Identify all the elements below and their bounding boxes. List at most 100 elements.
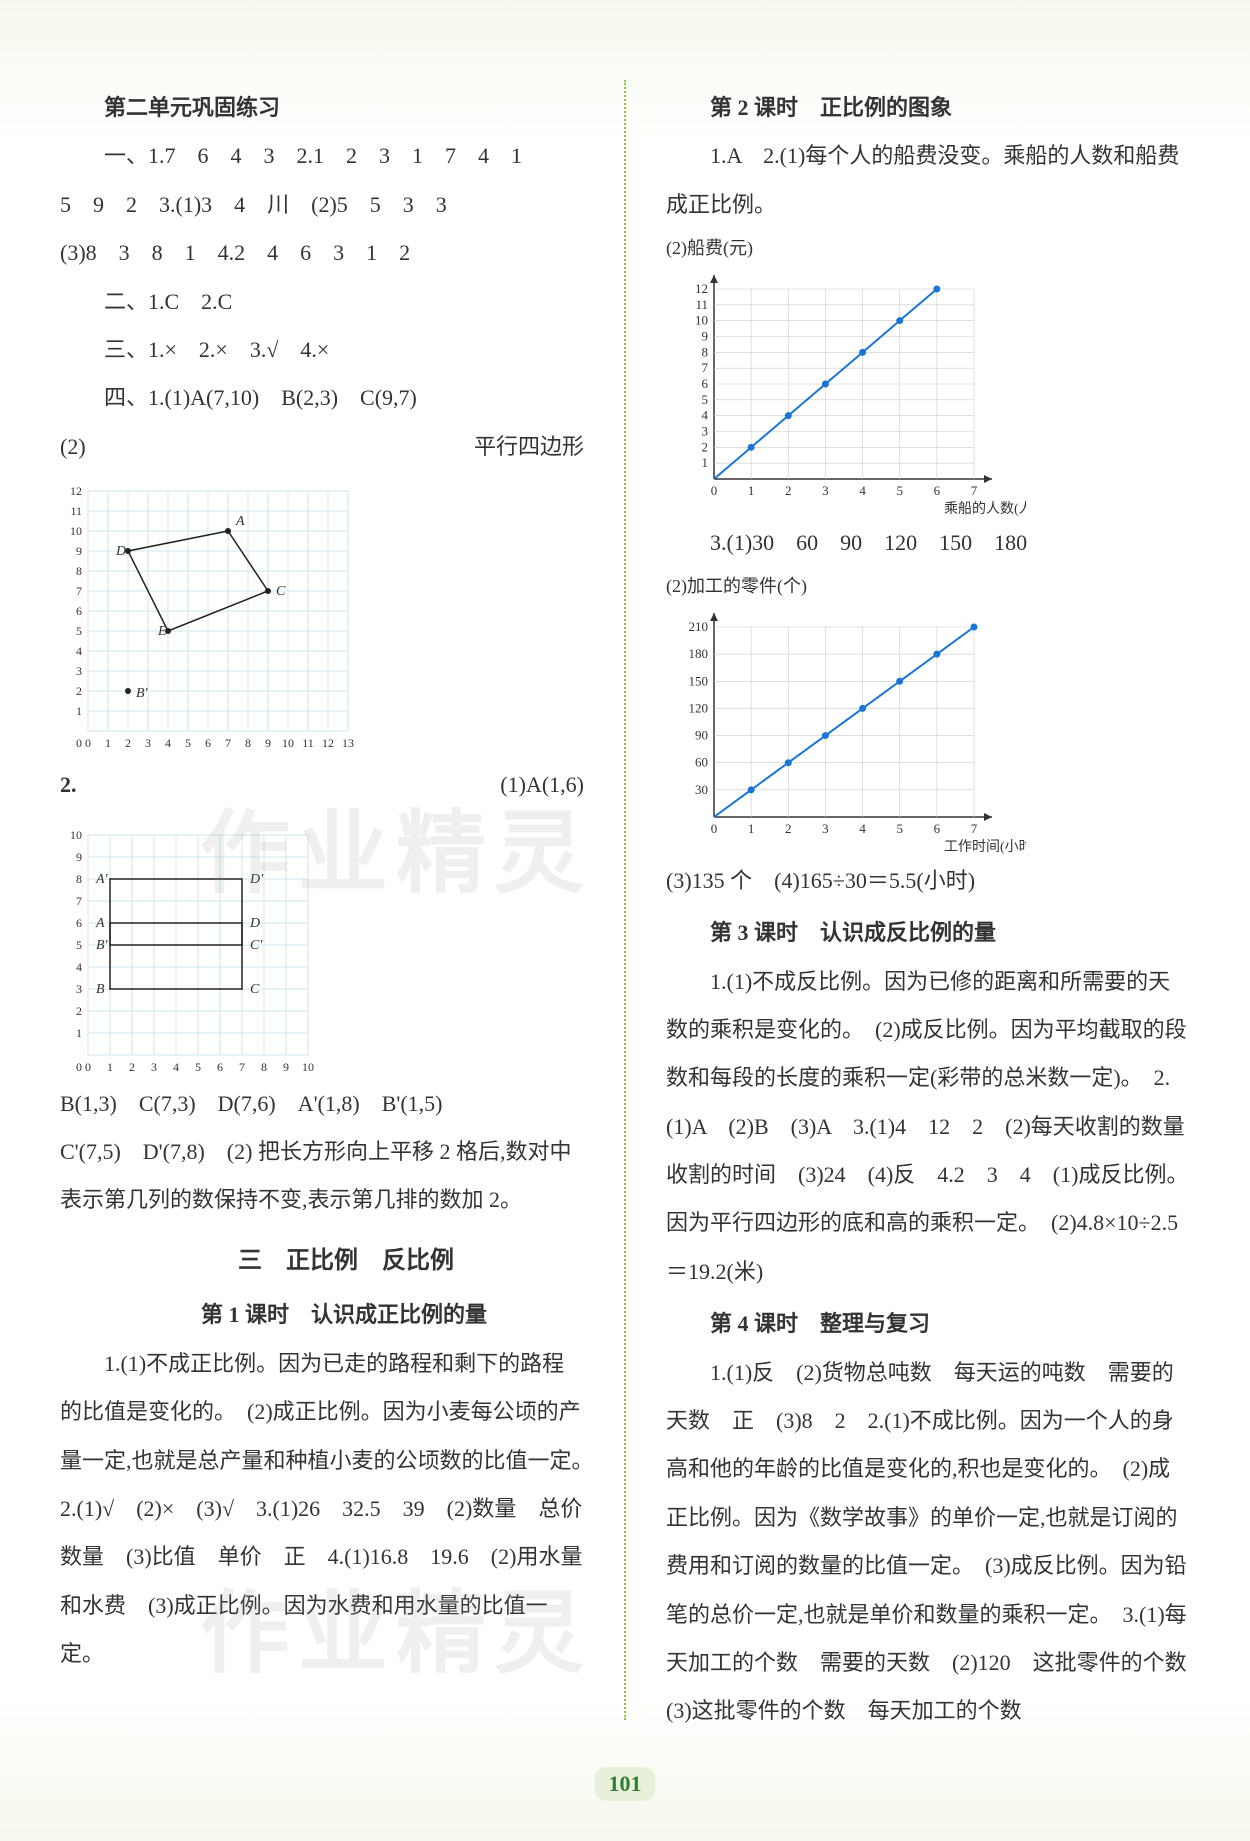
svg-text:0: 0 [85,1060,91,1074]
svg-text:3: 3 [76,664,82,678]
svg-text:2: 2 [785,821,792,836]
svg-text:6: 6 [702,376,709,391]
svg-text:8: 8 [76,564,82,578]
svg-text:5: 5 [185,736,191,750]
svg-text:1: 1 [702,455,709,470]
svg-text:30: 30 [695,782,708,797]
text-line: (2) [60,423,86,471]
svg-text:4: 4 [76,960,82,974]
text-paragraph: 1.(1)不成反比例。因为已修的距离和所需要的天数的乘积是变化的。 (2)成反比… [666,958,1190,1297]
svg-text:12: 12 [695,281,708,296]
svg-text:工作时间(小时): 工作时间(小时) [944,839,1026,855]
svg-text:5: 5 [896,821,903,836]
svg-text:11: 11 [70,504,82,518]
left-column: 第二单元巩固练习 一、1.7 6 4 3 2.1 2 3 1 7 4 1 5 9… [60,80,594,1720]
lesson1-title: 第 1 课时 认识成正比例的量 [60,1291,584,1339]
svg-text:8: 8 [261,1060,267,1074]
svg-text:11: 11 [302,736,314,750]
svg-text:9: 9 [76,850,82,864]
text-line: 3.(1)30 60 90 120 150 180 [666,519,1190,567]
svg-text:13: 13 [342,736,354,750]
svg-text:4: 4 [173,1060,179,1074]
svg-text:B': B' [96,938,109,953]
svg-text:210: 210 [689,619,709,634]
svg-text:2: 2 [702,439,709,454]
svg-text:3: 3 [151,1060,157,1074]
chart-axis-label: (2)船费(元) [666,229,1190,269]
svg-text:9: 9 [702,328,709,343]
text-paragraph: 1.A 2.(1)每个人的船费没变。乘船的人数和船费成正比例。 [666,132,1190,229]
svg-text:0: 0 [711,483,718,498]
svg-text:0: 0 [711,821,718,836]
text-line: (1)A(1,6) [500,761,584,809]
svg-text:7: 7 [971,483,978,498]
grid-chart-rectangles: 012345678910123456789100A'D'ADB'C'BC [60,810,360,1080]
svg-text:11: 11 [695,297,708,312]
svg-text:5: 5 [76,938,82,952]
svg-text:8: 8 [702,344,709,359]
svg-text:2: 2 [129,1060,135,1074]
svg-text:1: 1 [105,736,111,750]
svg-text:D: D [115,544,126,559]
svg-text:2: 2 [76,1004,82,1018]
text-line: B(1,3) C(7,3) D(7,6) A'(1,8) B'(1,5) [60,1080,584,1128]
text-line: 二、1.C 2.C [60,278,584,326]
svg-text:4: 4 [165,736,171,750]
svg-text:4: 4 [859,821,866,836]
svg-text:1: 1 [76,1026,82,1040]
lesson4-title: 第 4 课时 整理与复习 [666,1300,1190,1348]
svg-text:12: 12 [70,484,82,498]
svg-text:1: 1 [76,704,82,718]
page-number: 101 [595,1767,656,1801]
svg-text:3: 3 [822,483,829,498]
svg-text:1: 1 [748,483,755,498]
svg-text:7: 7 [702,360,709,375]
svg-text:60: 60 [695,754,708,769]
svg-text:4: 4 [859,483,866,498]
lesson3-title: 第 3 课时 认识成反比例的量 [666,909,1190,957]
svg-text:4: 4 [76,644,82,658]
svg-text:B: B [96,982,105,997]
text-line: 5 9 2 3.(1)3 4 川 (2)5 5 3 3 [60,181,584,229]
svg-text:12: 12 [322,736,334,750]
svg-text:120: 120 [689,700,709,715]
svg-text:6: 6 [205,736,211,750]
svg-text:C: C [250,982,260,997]
text-paragraph: 1.(1)不成正比例。因为已走的路程和剩下的路程的比值是变化的。 (2)成正比例… [60,1340,584,1679]
text-line: (3)135 个 (4)165÷30＝5.5(小时) [666,857,1190,905]
right-column: 第 2 课时 正比例的图象 1.A 2.(1)每个人的船费没变。乘船的人数和船费… [656,80,1190,1720]
svg-text:A: A [95,916,105,931]
svg-text:B': B' [136,686,149,701]
svg-text:6: 6 [934,483,941,498]
svg-text:C': C' [250,938,263,953]
svg-text:2: 2 [76,684,82,698]
svg-text:5: 5 [76,624,82,638]
svg-text:5: 5 [195,1060,201,1074]
line-chart-parts: 01234567306090120150180210工作时间(小时) [666,607,1026,857]
svg-text:8: 8 [245,736,251,750]
svg-text:3: 3 [702,423,709,438]
svg-text:10: 10 [70,524,82,538]
svg-text:9: 9 [76,544,82,558]
svg-text:7: 7 [239,1060,245,1074]
svg-text:0: 0 [85,736,91,750]
svg-text:1: 1 [107,1060,113,1074]
text-line: 平行四边形 [474,423,584,471]
svg-text:10: 10 [282,736,294,750]
line-chart-boat-fare: 01234567123456789101112乘船的人数(人) [666,269,1026,519]
svg-text:10: 10 [70,828,82,842]
svg-text:乘船的人数(人): 乘船的人数(人) [944,501,1026,517]
column-divider [624,80,626,1720]
svg-text:7: 7 [76,584,82,598]
svg-text:0: 0 [76,736,82,750]
svg-text:4: 4 [702,407,709,422]
svg-text:6: 6 [217,1060,223,1074]
svg-text:3: 3 [145,736,151,750]
grid-chart-parallelogram: 0123456789101112131234567891011120ADECB' [60,471,380,761]
text-line: (3)8 3 8 1 4.2 4 6 3 1 2 [60,229,584,277]
svg-text:3: 3 [76,982,82,996]
svg-text:D: D [249,916,260,931]
text-line: 一、1.7 6 4 3 2.1 2 3 1 7 4 1 [60,132,584,180]
svg-text:2: 2 [785,483,792,498]
svg-text:5: 5 [702,392,709,407]
